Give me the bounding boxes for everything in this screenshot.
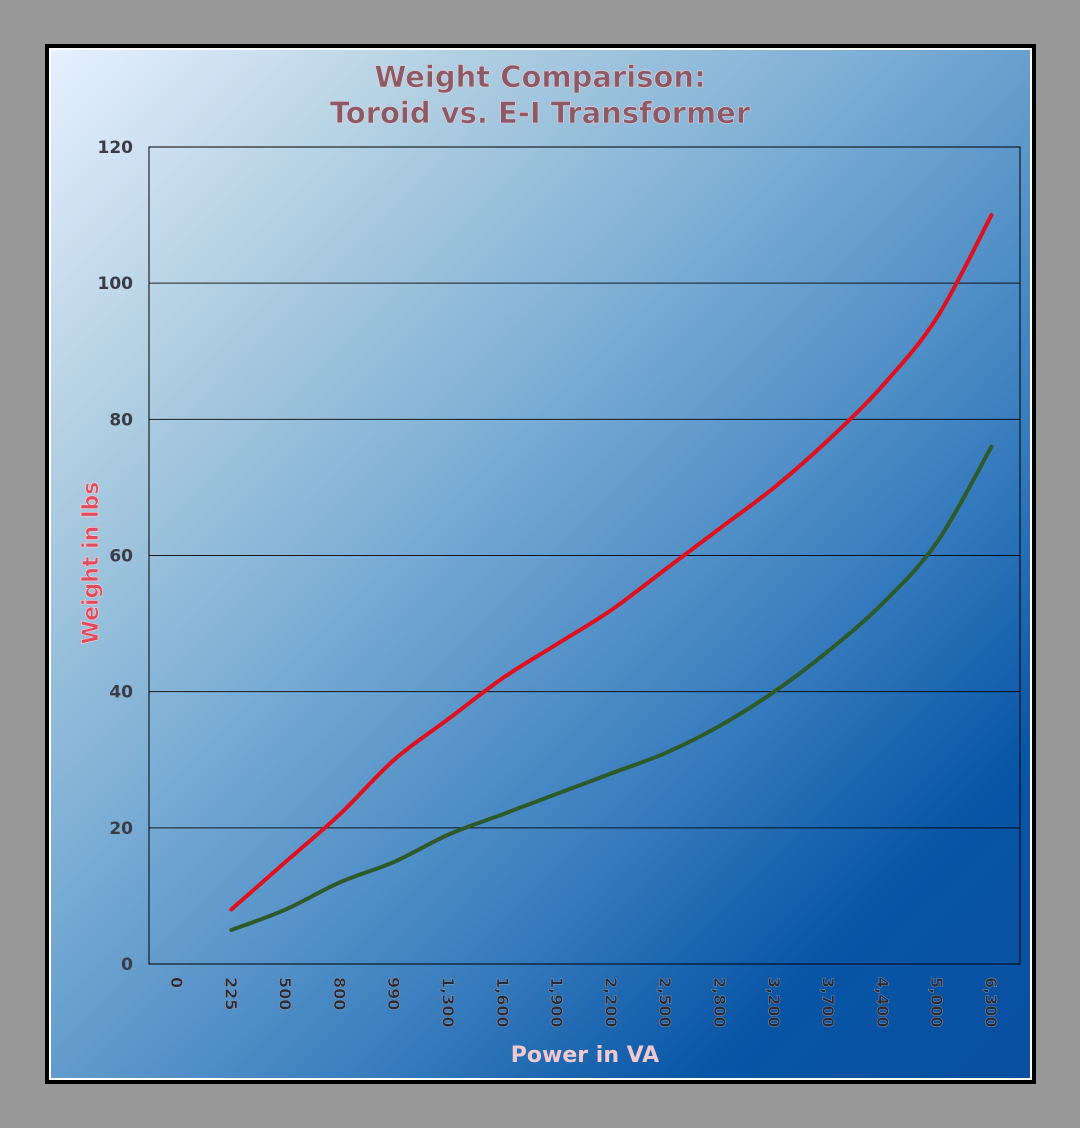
x-tick-label: 3,700 [819,977,838,1028]
y-tick-label: 60 [109,547,133,567]
x-tick-label: 2,500 [656,977,675,1028]
series-lines [229,213,994,932]
x-tick-label: 990 [384,977,403,1010]
y-tick-label: 100 [98,274,134,294]
chart-title-line-1: Weight Comparison: [374,60,705,94]
series-line-1 [229,213,994,912]
plot-area [148,146,1021,965]
y-tick-label: 0 [121,955,133,975]
x-tick-label: 6,300 [982,977,1001,1028]
x-tick-label: 3,200 [764,977,783,1028]
grid-lines [149,282,1020,829]
y-tick-label: 80 [109,410,133,430]
x-tick-label: 1,900 [547,977,566,1028]
x-tick-labels: 0 225 500 800 990 1,300 1,600 1,900 2,200 2,500 2,… [167,977,1001,1028]
chart-background [51,50,1030,1078]
x-tick-label: 5,000 [927,977,946,1028]
x-tick-label: 2,800 [710,977,729,1028]
x-tick-label: 2,200 [601,977,620,1028]
chart-title-line-2: Toroid vs. E-I Transformer [330,96,751,130]
y-tick-label: 120 [98,138,134,158]
y-axis-title: Weight in lbs [79,482,104,645]
series-line-2 [229,444,994,932]
x-axis-title: Power in VA [511,1043,659,1068]
x-tick-label: 500 [276,977,295,1010]
x-tick-label: 0 [167,977,186,988]
y-tick-labels: 0 20 40 60 80 100 120 [98,138,134,975]
x-tick-label: 225 [221,977,240,1010]
x-tick-label: 800 [330,977,349,1010]
chart-frame [45,44,1036,1084]
x-tick-label: 1,300 [439,977,458,1028]
x-tick-label: 4,400 [873,977,892,1028]
y-tick-label: 20 [109,819,133,839]
y-tick-label: 40 [109,683,133,703]
x-tick-label: 1,600 [493,977,512,1028]
